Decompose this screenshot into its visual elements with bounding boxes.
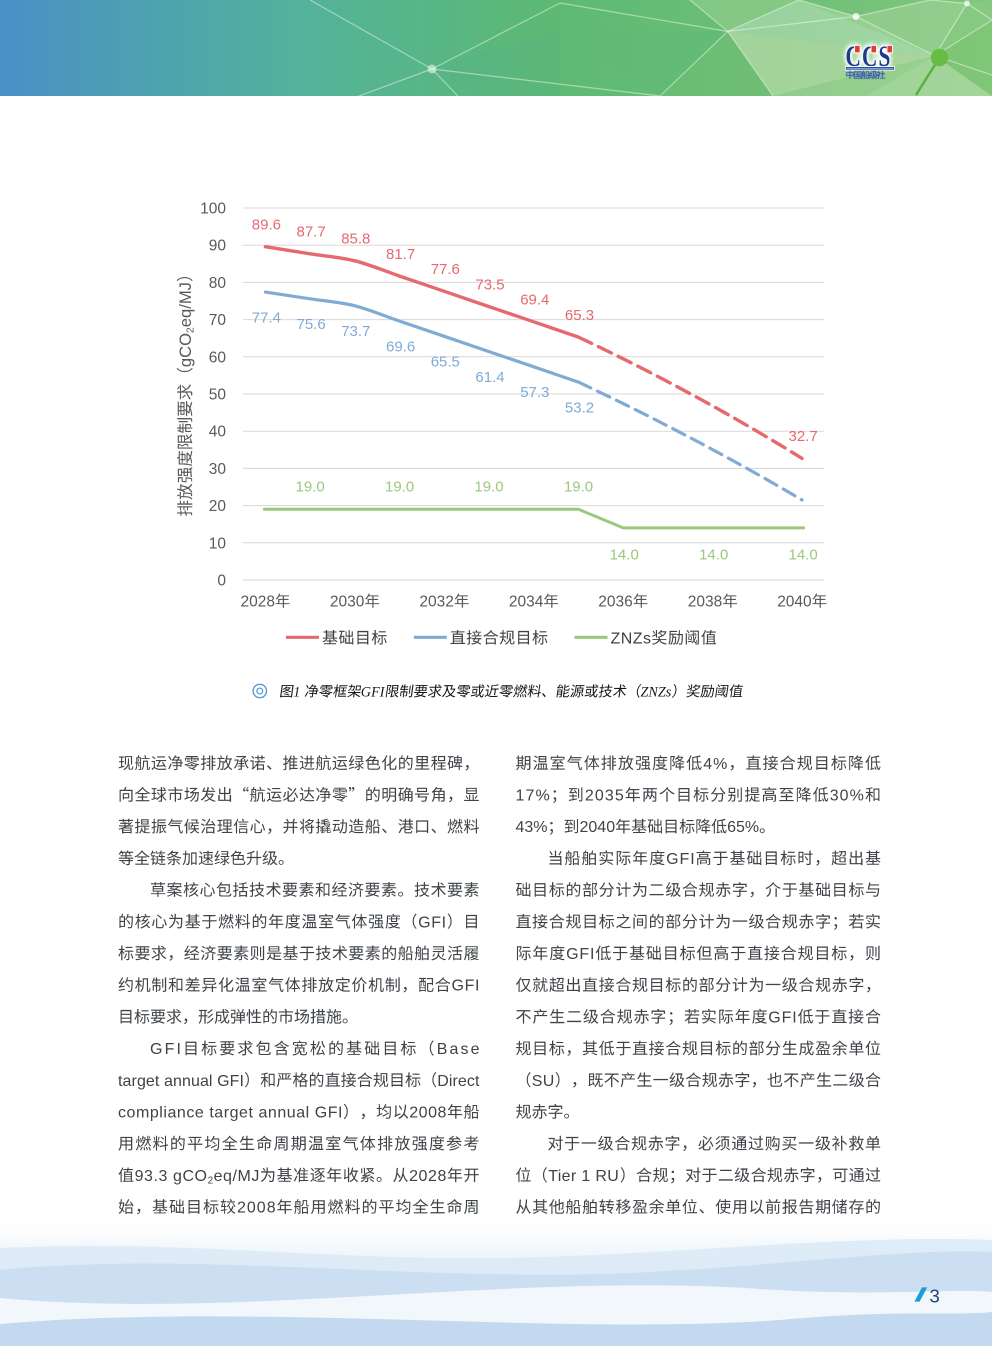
- svg-text:3: 3: [930, 1285, 940, 1306]
- svg-text:20: 20: [209, 498, 227, 515]
- svg-text:2028: 2028: [409, 1168, 447, 1185]
- svg-text:eq/MJ: eq/MJ: [176, 282, 195, 327]
- svg-text:73.5: 73.5: [475, 276, 504, 293]
- svg-text:GFI: GFI: [150, 1041, 183, 1058]
- svg-text:4%: 4%: [703, 756, 728, 773]
- svg-text:2030: 2030: [330, 594, 365, 611]
- svg-text:43%: 43%: [516, 819, 548, 836]
- svg-text:60: 60: [209, 349, 227, 366]
- svg-text:GFI: GFI: [666, 851, 695, 868]
- svg-text:69.4: 69.4: [520, 292, 549, 309]
- svg-text:2034: 2034: [509, 594, 544, 611]
- svg-text:65.3: 65.3: [565, 307, 594, 324]
- svg-text:Tier 1 RU: Tier 1 RU: [548, 1168, 619, 1185]
- svg-text:GFI: GFI: [418, 914, 447, 931]
- svg-text:57.3: 57.3: [520, 384, 549, 401]
- svg-text:75.6: 75.6: [296, 316, 325, 333]
- svg-text:2035: 2035: [585, 788, 625, 805]
- svg-text:2036: 2036: [598, 594, 632, 611]
- svg-text:2032: 2032: [419, 594, 453, 611]
- svg-text:61.4: 61.4: [475, 369, 504, 386]
- svg-text:19.0: 19.0: [474, 479, 503, 496]
- svg-text:Direct: Direct: [437, 1073, 480, 1090]
- svg-text:50: 50: [209, 387, 227, 404]
- svg-text:14.0: 14.0: [699, 546, 728, 563]
- svg-text:ZNZs: ZNZs: [611, 630, 652, 647]
- svg-text:53.2: 53.2: [565, 399, 594, 416]
- svg-text:100: 100: [200, 201, 226, 218]
- svg-text:ZNZs: ZNZs: [641, 684, 672, 700]
- svg-text:17%: 17%: [516, 788, 551, 805]
- svg-text:19.0: 19.0: [295, 479, 324, 496]
- svg-text:GFI: GFI: [361, 684, 386, 700]
- svg-text:2040: 2040: [580, 819, 616, 836]
- svg-text:32.7: 32.7: [788, 428, 817, 445]
- svg-text:85.8: 85.8: [341, 231, 370, 248]
- svg-text:GFI: GFI: [452, 978, 481, 995]
- svg-text:2008: 2008: [237, 1200, 277, 1217]
- svg-text:SU: SU: [532, 1073, 555, 1090]
- svg-text:gCO: gCO: [176, 333, 195, 367]
- svg-text:14.0: 14.0: [788, 546, 817, 563]
- svg-text:2008: 2008: [409, 1105, 447, 1122]
- svg-text:65.5: 65.5: [431, 354, 460, 371]
- svg-text:69.6: 69.6: [386, 338, 415, 355]
- svg-text:eq/MJ: eq/MJ: [214, 1168, 260, 1185]
- svg-text:81.7: 81.7: [386, 246, 415, 263]
- svg-text:89.6: 89.6: [252, 216, 281, 233]
- svg-text:GFI: GFI: [768, 1009, 797, 1026]
- svg-text:Base: Base: [437, 1041, 482, 1058]
- svg-text:77.4: 77.4: [252, 309, 281, 326]
- svg-text:compliance target annual GFI: compliance target annual GFI: [118, 1105, 343, 1122]
- svg-text:87.7: 87.7: [296, 224, 325, 241]
- svg-text:2028: 2028: [241, 594, 275, 611]
- svg-text:65%: 65%: [727, 819, 759, 836]
- svg-text:2040: 2040: [777, 594, 812, 611]
- svg-text:19.0: 19.0: [385, 479, 414, 496]
- svg-text:80: 80: [209, 275, 227, 292]
- svg-text:0: 0: [217, 573, 226, 590]
- svg-text:1: 1: [293, 684, 300, 700]
- svg-text:10: 10: [209, 535, 227, 552]
- svg-text:target annual GFI: target annual GFI: [118, 1073, 244, 1090]
- svg-text:70: 70: [209, 312, 227, 329]
- svg-text:93.3 gCO: 93.3 gCO: [135, 1168, 208, 1185]
- svg-text:2: 2: [208, 1175, 214, 1186]
- svg-text:2: 2: [186, 327, 197, 333]
- svg-text:19.0: 19.0: [564, 479, 593, 496]
- svg-text:77.6: 77.6: [431, 261, 460, 278]
- svg-text:40: 40: [209, 424, 227, 441]
- svg-text:73.7: 73.7: [341, 323, 370, 340]
- svg-text:30: 30: [209, 461, 227, 478]
- svg-text:2038: 2038: [688, 594, 722, 611]
- svg-text:14.0: 14.0: [610, 546, 639, 563]
- svg-text:90: 90: [209, 238, 227, 255]
- svg-text:GFI: GFI: [566, 946, 595, 963]
- svg-text:30%: 30%: [830, 788, 865, 805]
